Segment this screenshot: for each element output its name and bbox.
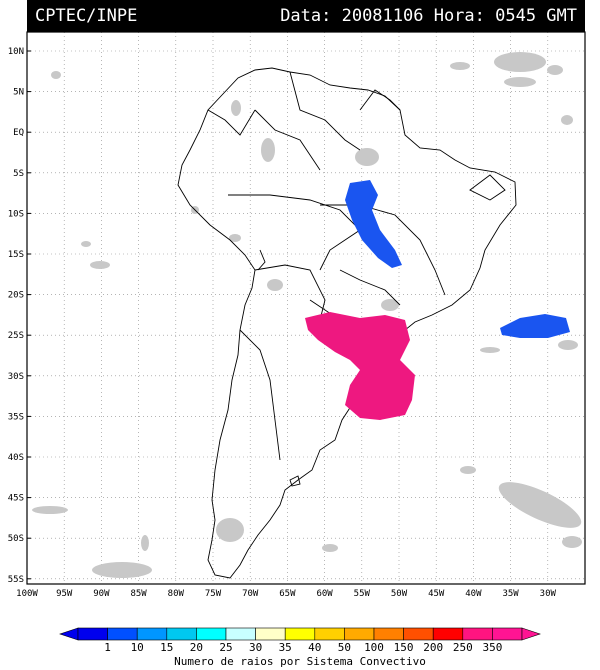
cloud-areas	[32, 52, 582, 578]
lat-tick-label: 55S	[8, 575, 24, 585]
colorbar-swatch	[255, 627, 286, 641]
lon-tick-label: 35W	[502, 589, 519, 599]
lon-tick-label: 80W	[168, 589, 185, 599]
colorbar-tick-label: 50	[338, 641, 351, 654]
lon-tick-label: 55W	[354, 589, 371, 599]
colorbar-swatch	[136, 627, 168, 641]
lat-tick-label: 50S	[8, 534, 24, 544]
colorbar-swatch	[166, 627, 197, 641]
colorbar-swatch	[344, 627, 375, 641]
colorbar-tick-label: 30	[249, 641, 262, 654]
colorbar-tick-label: 20	[190, 641, 203, 654]
colorbar-swatch	[373, 627, 404, 641]
colorbar-swatch	[196, 627, 227, 641]
colorbar-swatch	[432, 627, 464, 641]
latitude-labels: 10N 5N EQ 5S 10S 15S 20S 25S 30S 35S 40S 45S 50S 55S	[8, 47, 31, 585]
lat-tick-label: EQ	[13, 128, 24, 138]
lat-tick-label: 10S	[8, 209, 24, 219]
colorbar-swatch	[314, 627, 345, 641]
colorbar-tick-label: 10	[131, 641, 144, 654]
agency-label: CPTEC/INPE	[35, 6, 138, 26]
lon-tick-label: 75W	[205, 589, 222, 599]
colorbar-tick-label: 250	[453, 641, 473, 654]
datetime-label: Data: 20081106 Hora: 0545 GMT	[280, 6, 577, 26]
colorbar-tick-label: 1	[104, 641, 111, 654]
colorbar-swatch	[107, 627, 138, 641]
lat-tick-label: 20S	[8, 291, 24, 301]
colorbar-right-arrow	[521, 627, 541, 641]
lat-tick-label: 30S	[8, 372, 24, 382]
map-frame	[26, 31, 586, 585]
lat-tick-label: 5N	[13, 88, 24, 98]
colorbar: 1 10 15 20 25 30 35 40 50 100 150 200 250 350	[59, 627, 541, 654]
map-background	[27, 32, 585, 584]
longitude-labels: 100W 95W 90W 85W 80W 75W 70W 65W 60W 55W 50W 45W 40W…	[16, 589, 556, 599]
colorbar-tick-label: 25	[219, 641, 232, 654]
lat-tick-label: 35S	[8, 412, 24, 422]
colorbar-tick-label: 40	[308, 641, 321, 654]
colorbar-tick-label: 350	[482, 641, 502, 654]
lon-tick-label: 40W	[465, 589, 482, 599]
lat-tick-label: 25S	[8, 331, 24, 341]
lat-tick-label: 40S	[8, 453, 24, 463]
lon-tick-label: 65W	[279, 589, 296, 599]
lon-tick-label: 50W	[391, 589, 408, 599]
lat-tick-label: 45S	[8, 494, 24, 504]
lon-tick-label: 90W	[93, 589, 110, 599]
lat-tick-label: 15S	[8, 250, 24, 260]
colorbar-caption: Numero de raios por Sistema Convectivo	[174, 655, 426, 668]
convective-system-blue	[345, 180, 570, 338]
colorbar-left-arrow	[59, 627, 79, 641]
colorbar-swatch	[284, 627, 316, 641]
colorbar-swatch	[225, 627, 256, 641]
colorbar-swatch	[77, 627, 108, 641]
colorbar-tick-label: 35	[279, 641, 292, 654]
lon-tick-label: 30W	[540, 589, 557, 599]
lon-tick-label: 60W	[316, 589, 333, 599]
lon-tick-label: 45W	[428, 589, 445, 599]
lon-tick-label: 85W	[130, 589, 147, 599]
lat-tick-label: 10N	[8, 47, 24, 57]
lon-tick-label: 70W	[242, 589, 259, 599]
lon-tick-label: 95W	[56, 589, 73, 599]
lon-tick-label: 100W	[16, 589, 38, 599]
convective-system-magenta	[305, 312, 415, 420]
header-bar: CPTEC/INPE Data: 20081106 Hora: 0545 GMT	[27, 0, 585, 32]
map-plot: 10N5NEQ5S10S15S20S25S30S35S40S45S50S55S …	[8, 31, 586, 599]
colorbar-swatch	[492, 627, 523, 641]
colorbar-swatch	[462, 627, 493, 641]
colorbar-swatch	[403, 627, 434, 641]
colorbar-tick-label: 100	[364, 641, 384, 654]
colorbar-tick-label: 200	[423, 641, 443, 654]
colorbar-tick-label: 15	[160, 641, 173, 654]
lat-tick-label: 5S	[13, 169, 24, 179]
colorbar-tick-label: 150	[394, 641, 414, 654]
